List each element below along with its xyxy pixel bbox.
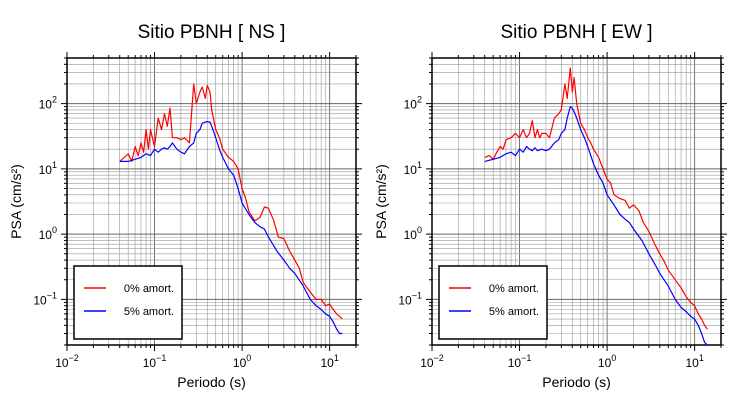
y-tick-label-base: 10 — [39, 228, 53, 242]
x-tick-label-base: 10 — [233, 356, 247, 370]
series-line-undamped — [119, 83, 343, 320]
legend-label: 0% amort. — [124, 283, 174, 295]
y-tick-label-base: 10 — [404, 98, 418, 112]
chart-title: Sitio PBNH [ NS ] — [138, 22, 286, 43]
tick-marks — [426, 52, 727, 351]
x-tick-label: 10−1 — [508, 353, 532, 370]
y-tick-label-base: 10 — [404, 163, 418, 177]
x-tick-label-exponent: −2 — [434, 353, 444, 363]
x-tick-label: 101 — [320, 353, 338, 370]
legend-box — [438, 265, 548, 340]
y-tick-label-base: 10 — [398, 293, 412, 307]
plot-frame — [431, 57, 722, 346]
y-tick-label-exponent: −1 — [47, 290, 57, 300]
y-tick-label: 100 — [404, 225, 422, 242]
y-tick-label: 100 — [39, 225, 57, 242]
x-tick-label: 10−2 — [55, 353, 79, 370]
x-tick-label-exponent: −1 — [521, 353, 531, 363]
x-tick-label: 10−1 — [143, 353, 167, 370]
x-axis-label: Periodo (s) — [542, 374, 610, 390]
y-tick-label-exponent: 1 — [52, 160, 57, 170]
x-tick-label-exponent: −1 — [156, 353, 166, 363]
y-tick-label-exponent: −1 — [412, 290, 422, 300]
x-tick-label-base: 10 — [143, 356, 157, 370]
chart-title: Sitio PBNH [ EW ] — [500, 22, 652, 43]
series-line-damped — [484, 105, 708, 346]
legend-box — [73, 265, 183, 340]
y-tick-label-exponent: 0 — [417, 225, 422, 235]
y-tick-label: 10−1 — [398, 290, 422, 307]
y-axis-label: PSA (cm/s²) — [8, 164, 24, 239]
x-tick-label-base: 10 — [420, 356, 434, 370]
legend: 0% amort. 5% amort. — [73, 265, 183, 340]
x-tick-label-base: 10 — [55, 356, 69, 370]
chart-ns: Sitio PBNH [ NS ]10−2 10−1 100 10110−110010… — [8, 22, 362, 390]
y-tick-label-exponent: 2 — [417, 95, 422, 105]
x-tick-label: 100 — [598, 353, 616, 370]
x-tick-label-exponent: 0 — [611, 353, 616, 363]
y-tick-label: 10−1 — [33, 290, 57, 307]
plot-frame — [66, 57, 357, 346]
y-tick-label-exponent: 0 — [52, 225, 57, 235]
legend-label: 0% amort. — [489, 283, 539, 295]
y-tick-label-base: 10 — [39, 98, 53, 112]
x-tick-label-base: 10 — [685, 356, 699, 370]
chart-ew: Sitio PBNH [ EW ]10−2 10−1 100 10110−110010… — [373, 22, 727, 390]
x-tick-label-exponent: 1 — [334, 353, 339, 363]
y-tick-label: 102 — [404, 95, 422, 112]
legend: 0% amort. 5% amort. — [438, 265, 548, 340]
y-tick-label-base: 10 — [33, 293, 47, 307]
series-line-damped — [119, 120, 343, 335]
y-tick-label: 101 — [404, 160, 422, 177]
x-tick-label-base: 10 — [508, 356, 522, 370]
x-tick-label-base: 10 — [598, 356, 612, 370]
x-tick-label: 10−2 — [420, 353, 444, 370]
y-tick-label: 102 — [39, 95, 57, 112]
x-tick-label: 101 — [685, 353, 703, 370]
x-tick-label-exponent: 0 — [246, 353, 251, 363]
legend-label: 5% amort. — [124, 306, 174, 318]
tick-marks — [61, 52, 362, 351]
x-tick-label-exponent: 1 — [699, 353, 704, 363]
x-tick-label-exponent: −2 — [69, 353, 79, 363]
y-axis-label: PSA (cm/s²) — [373, 164, 389, 239]
y-tick-label-exponent: 2 — [52, 95, 57, 105]
y-tick-label: 101 — [39, 160, 57, 177]
x-tick-label: 100 — [233, 353, 251, 370]
y-tick-label-base: 10 — [39, 163, 53, 177]
series-line-undamped — [484, 67, 708, 330]
legend-label: 5% amort. — [489, 306, 539, 318]
x-axis-label: Periodo (s) — [177, 374, 245, 390]
y-tick-label-base: 10 — [404, 228, 418, 242]
x-tick-label-base: 10 — [320, 356, 334, 370]
y-tick-label-exponent: 1 — [417, 160, 422, 170]
